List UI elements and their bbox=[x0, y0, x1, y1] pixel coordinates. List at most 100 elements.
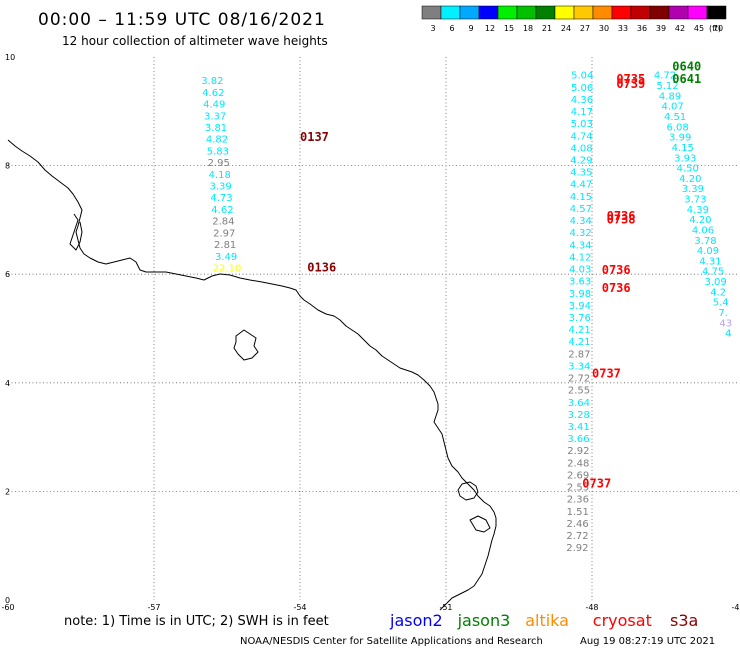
wave-height-label: 2.69 bbox=[567, 470, 589, 481]
wave-height-label: 4.21 bbox=[568, 337, 590, 348]
wave-height-label: 2.97 bbox=[213, 228, 235, 239]
wave-height-label: 2.72 bbox=[566, 531, 588, 542]
mission-legend-item: jason3 bbox=[457, 611, 511, 630]
wave-height-label: 4.17 bbox=[571, 107, 593, 118]
wave-height-label: 2.87 bbox=[568, 349, 590, 360]
wave-height-label: 4.15 bbox=[672, 143, 694, 154]
wave-height-label: 4.36 bbox=[571, 95, 593, 106]
wave-height-label: 3.39 bbox=[682, 184, 704, 195]
wave-height-label: 3.82 bbox=[201, 76, 223, 87]
wave-height-label: 4.31 bbox=[699, 256, 721, 267]
wave-height-label: 2.81 bbox=[214, 240, 236, 251]
inland-island-shape bbox=[233, 329, 259, 361]
wave-height-label: 4.49 bbox=[203, 100, 225, 111]
wave-height-label: 4.20 bbox=[679, 174, 701, 185]
scale-swatch bbox=[668, 5, 689, 20]
wave-height-label: 2.55 bbox=[568, 386, 590, 397]
estuary-channel bbox=[469, 515, 491, 533]
pass-time-label: 0736 bbox=[602, 263, 631, 277]
wave-height-label: 22.10 bbox=[213, 263, 242, 274]
pass-time-label: 0735 bbox=[616, 72, 645, 86]
mission-legend-item: cryosat bbox=[593, 611, 652, 630]
wave-height-label: 4.50 bbox=[677, 164, 699, 175]
wave-height-label: 4.34 bbox=[569, 240, 591, 251]
scale-swatch bbox=[478, 5, 499, 20]
wave-height-label: 3.64 bbox=[568, 398, 590, 409]
wave-height-label: 4 bbox=[725, 329, 731, 340]
wave-height-label: 2.95 bbox=[208, 158, 230, 169]
scale-swatch bbox=[535, 5, 556, 20]
scale-swatch bbox=[592, 5, 613, 20]
wave-height-label: 3.81 bbox=[205, 123, 227, 134]
latitude-tick-label: 6 bbox=[5, 270, 10, 279]
scale-tick-label: 70 bbox=[713, 24, 723, 33]
longitude-tick-label: -57 bbox=[147, 603, 160, 612]
wave-height-label: 4.35 bbox=[570, 168, 592, 179]
longitude-tick-label: -54 bbox=[293, 603, 306, 612]
scale-swatch bbox=[687, 5, 708, 20]
wave-height-label: 2.48 bbox=[567, 458, 589, 469]
wave-height-label: 4.57 bbox=[570, 204, 592, 215]
longitude-tick-label: -45 bbox=[731, 603, 740, 612]
longitude-tick-label: -51 bbox=[439, 603, 452, 612]
wave-height-label: 3.39 bbox=[209, 182, 231, 193]
latitude-tick-label: 0 bbox=[5, 596, 10, 605]
scale-tick-label: 45 bbox=[694, 24, 704, 33]
wave-height-label: 4.34 bbox=[570, 216, 592, 227]
wave-height-label: 3.49 bbox=[215, 252, 237, 263]
wave-height-label: 7. bbox=[718, 308, 728, 319]
wave-height-label: 4.07 bbox=[661, 102, 683, 113]
scale-swatch bbox=[440, 5, 461, 20]
wave-height-label: 4.08 bbox=[570, 143, 592, 154]
coastline bbox=[7, 139, 497, 611]
wave-height-label: 4.18 bbox=[209, 170, 231, 181]
longitude-tick-label: -60 bbox=[1, 603, 14, 612]
wave-height-label: 3.66 bbox=[567, 434, 589, 445]
wave-height-label: 4.73 bbox=[210, 193, 232, 204]
wave-height-label: 5.83 bbox=[207, 146, 229, 157]
scale-swatch bbox=[554, 5, 575, 20]
wave-height-label: 2.53 bbox=[567, 483, 589, 494]
scale-swatch bbox=[497, 5, 518, 20]
footer-timestamp: Aug 19 08:27:19 UTC 2021 bbox=[580, 636, 715, 647]
scale-unit-label: (ft) bbox=[709, 24, 721, 33]
wave-height-label: 4.62 bbox=[211, 205, 233, 216]
scale-swatch bbox=[459, 5, 480, 20]
pass-time-label: 0137 bbox=[300, 130, 329, 144]
wave-height-label: 4.89 bbox=[659, 91, 681, 102]
lat-lon-grid bbox=[8, 57, 738, 600]
mission-legend: jason2 jason3 altika cryosat s3a bbox=[389, 611, 698, 630]
scale-tick-label: 36 bbox=[637, 24, 647, 33]
wave-height-label: 4.03 bbox=[569, 265, 591, 276]
wave-height-label: 2.72 bbox=[568, 374, 590, 385]
scale-tick-label: 39 bbox=[656, 24, 666, 33]
color-scale-legend: 3 6 9 12 15 18 21 24 27 30 33 36 39 42 45 70 bbox=[421, 5, 727, 33]
scale-tick-label: 42 bbox=[675, 24, 685, 33]
marajo-island-coast bbox=[457, 481, 479, 501]
page-title: 00:00 – 11:59 UTC 08/16/2021 bbox=[38, 10, 326, 30]
south-america-coastline bbox=[7, 139, 497, 611]
wave-height-label: 4.15 bbox=[570, 192, 592, 203]
latitude-tick-label: 8 bbox=[5, 162, 10, 171]
scale-swatch bbox=[649, 5, 670, 20]
pass-time-label: 0737 bbox=[582, 477, 611, 491]
scale-swatch bbox=[421, 5, 442, 20]
pass-time-label: 0739 bbox=[616, 77, 645, 91]
scale-tick-label: 3 bbox=[430, 24, 435, 33]
scale-swatch bbox=[630, 5, 651, 20]
wave-height-label: 3.09 bbox=[704, 277, 726, 288]
mission-legend-item: jason2 bbox=[389, 611, 443, 630]
wave-height-label: 5.4 bbox=[713, 298, 729, 309]
scale-tick-label: 33 bbox=[618, 24, 628, 33]
latitude-tick-label: 10 bbox=[5, 53, 15, 62]
wave-height-label: 3.99 bbox=[669, 133, 691, 144]
wave-height-label: 4.51 bbox=[664, 112, 686, 123]
mission-legend-item: s3a bbox=[670, 611, 698, 630]
wave-height-label: 5.12 bbox=[656, 81, 678, 92]
scale-swatch bbox=[573, 5, 594, 20]
wave-height-label: 4.2 bbox=[710, 287, 726, 298]
wave-height-label: 2.92 bbox=[566, 543, 588, 554]
wave-height-label: 4.72 bbox=[654, 71, 676, 82]
scale-tick-label: 6 bbox=[449, 24, 454, 33]
